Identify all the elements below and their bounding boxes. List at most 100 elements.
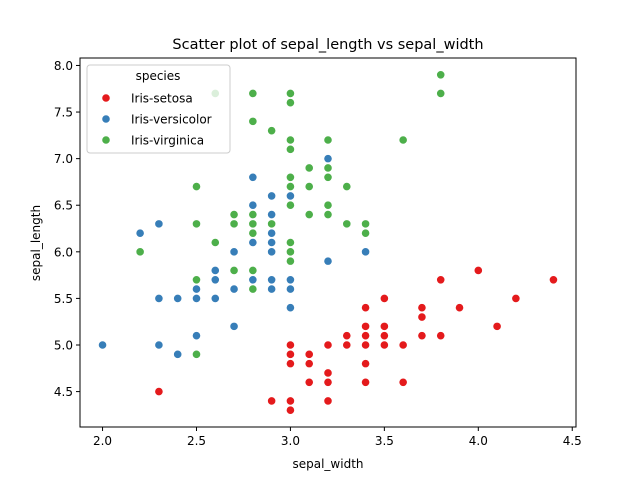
point-iris-versicolor	[267, 275, 277, 285]
point-iris-versicolor	[267, 228, 277, 238]
point-iris-setosa	[417, 303, 427, 313]
point-iris-setosa	[304, 349, 314, 359]
x-axis-label: sepal_width	[292, 457, 363, 471]
point-iris-versicolor	[248, 172, 258, 182]
y-tick-label: 6.0	[54, 245, 73, 259]
point-iris-versicolor	[210, 265, 220, 276]
point-iris-versicolor	[360, 247, 371, 257]
legend-items: Iris-setosa Iris-versicolor Iris-virginica	[101, 92, 212, 148]
point-iris-setosa	[285, 359, 296, 369]
point-iris-virginica	[285, 237, 296, 248]
chart-title: Scatter plot of sepal_length vs sepal_wi…	[172, 37, 483, 53]
y-tick-label: 5.0	[54, 339, 73, 353]
point-iris-setosa	[285, 340, 296, 350]
point-iris-setosa	[492, 321, 502, 331]
point-iris-setosa	[342, 331, 352, 341]
point-iris-setosa	[436, 331, 446, 341]
point-iris-virginica	[229, 209, 239, 220]
point-iris-versicolor	[323, 256, 333, 266]
point-iris-versicolor	[285, 191, 296, 201]
point-iris-virginica	[248, 284, 258, 294]
point-iris-virginica	[285, 256, 296, 266]
point-iris-versicolor	[229, 284, 239, 294]
legend: species Iris-setosa Iris-versicolor Iris-v…	[86, 64, 231, 154]
point-iris-setosa	[417, 312, 427, 322]
point-iris-virginica	[285, 172, 296, 182]
point-iris-virginica	[191, 349, 202, 359]
point-iris-versicolor	[267, 191, 277, 201]
point-iris-virginica	[342, 219, 352, 229]
point-iris-setosa	[379, 321, 389, 331]
y-axis-label: sepal_length	[29, 205, 43, 281]
point-iris-virginica	[398, 135, 408, 145]
point-iris-setosa	[360, 331, 371, 341]
point-iris-setosa	[360, 359, 371, 369]
point-iris-setosa	[323, 368, 333, 378]
point-iris-setosa	[285, 405, 296, 415]
point-iris-versicolor	[267, 209, 277, 220]
point-iris-virginica	[304, 209, 314, 220]
point-iris-virginica	[323, 200, 333, 210]
point-iris-setosa	[398, 340, 408, 350]
point-iris-virginica	[248, 88, 258, 99]
point-iris-setosa	[360, 303, 371, 313]
y-tick-label: 7.5	[54, 106, 73, 120]
legend-label: Iris-virginica	[131, 134, 204, 148]
point-iris-versicolor	[248, 237, 258, 248]
point-iris-setosa	[379, 331, 389, 341]
point-iris-versicolor	[285, 284, 296, 294]
point-iris-virginica	[191, 181, 202, 192]
point-iris-virginica	[267, 126, 277, 136]
point-iris-virginica	[135, 247, 145, 257]
point-iris-setosa	[360, 377, 371, 387]
point-iris-setosa	[360, 321, 371, 331]
point-iris-versicolor	[191, 293, 202, 304]
x-tick-label: 2.0	[93, 434, 112, 448]
x-tick-label: 3.5	[375, 434, 394, 448]
y-tick-label: 7.0	[54, 152, 73, 166]
point-iris-virginica	[248, 228, 258, 238]
point-iris-versicolor	[191, 284, 202, 294]
point-iris-setosa	[511, 293, 521, 304]
point-iris-versicolor	[173, 349, 183, 359]
legend-frame	[86, 64, 231, 154]
point-iris-virginica	[323, 209, 333, 220]
axes-frame	[79, 57, 577, 428]
y-axis-ticks: 4.5 5.0 5.5 6.0 6.5 7.0 7.5 8.0	[54, 59, 80, 399]
point-iris-setosa	[436, 275, 446, 285]
point-iris-setosa	[342, 340, 352, 350]
point-iris-versicolor	[173, 293, 183, 304]
point-iris-versicolor	[285, 275, 296, 285]
point-iris-virginica	[285, 88, 296, 99]
data-points	[97, 70, 559, 415]
point-iris-setosa	[548, 275, 559, 285]
point-iris-virginica	[248, 219, 258, 229]
point-iris-setosa	[304, 359, 314, 369]
point-iris-virginica	[323, 163, 333, 173]
legend-marker	[101, 114, 111, 124]
point-iris-versicolor	[154, 219, 164, 229]
point-iris-setosa	[398, 377, 408, 387]
point-iris-virginica	[360, 219, 371, 229]
point-iris-setosa	[285, 396, 296, 406]
point-iris-setosa	[473, 265, 483, 276]
point-iris-virginica	[248, 116, 258, 126]
point-iris-versicolor	[135, 228, 145, 238]
point-iris-virginica	[323, 172, 333, 182]
x-axis-ticks: 2.0 2.5 3.0 3.5 4.0 4.5	[93, 427, 582, 448]
point-iris-setosa	[417, 331, 427, 341]
point-iris-virginica	[229, 219, 239, 229]
point-iris-virginica	[248, 209, 258, 220]
x-tick-label: 4.0	[469, 434, 488, 448]
x-tick-label: 3.0	[281, 434, 300, 448]
point-iris-virginica	[210, 237, 220, 248]
point-iris-virginica	[304, 181, 314, 192]
point-iris-versicolor	[323, 154, 333, 164]
point-iris-virginica	[304, 163, 314, 173]
point-iris-virginica	[229, 265, 239, 276]
point-iris-virginica	[285, 181, 296, 192]
point-iris-virginica	[191, 219, 202, 229]
point-iris-virginica	[360, 228, 371, 238]
